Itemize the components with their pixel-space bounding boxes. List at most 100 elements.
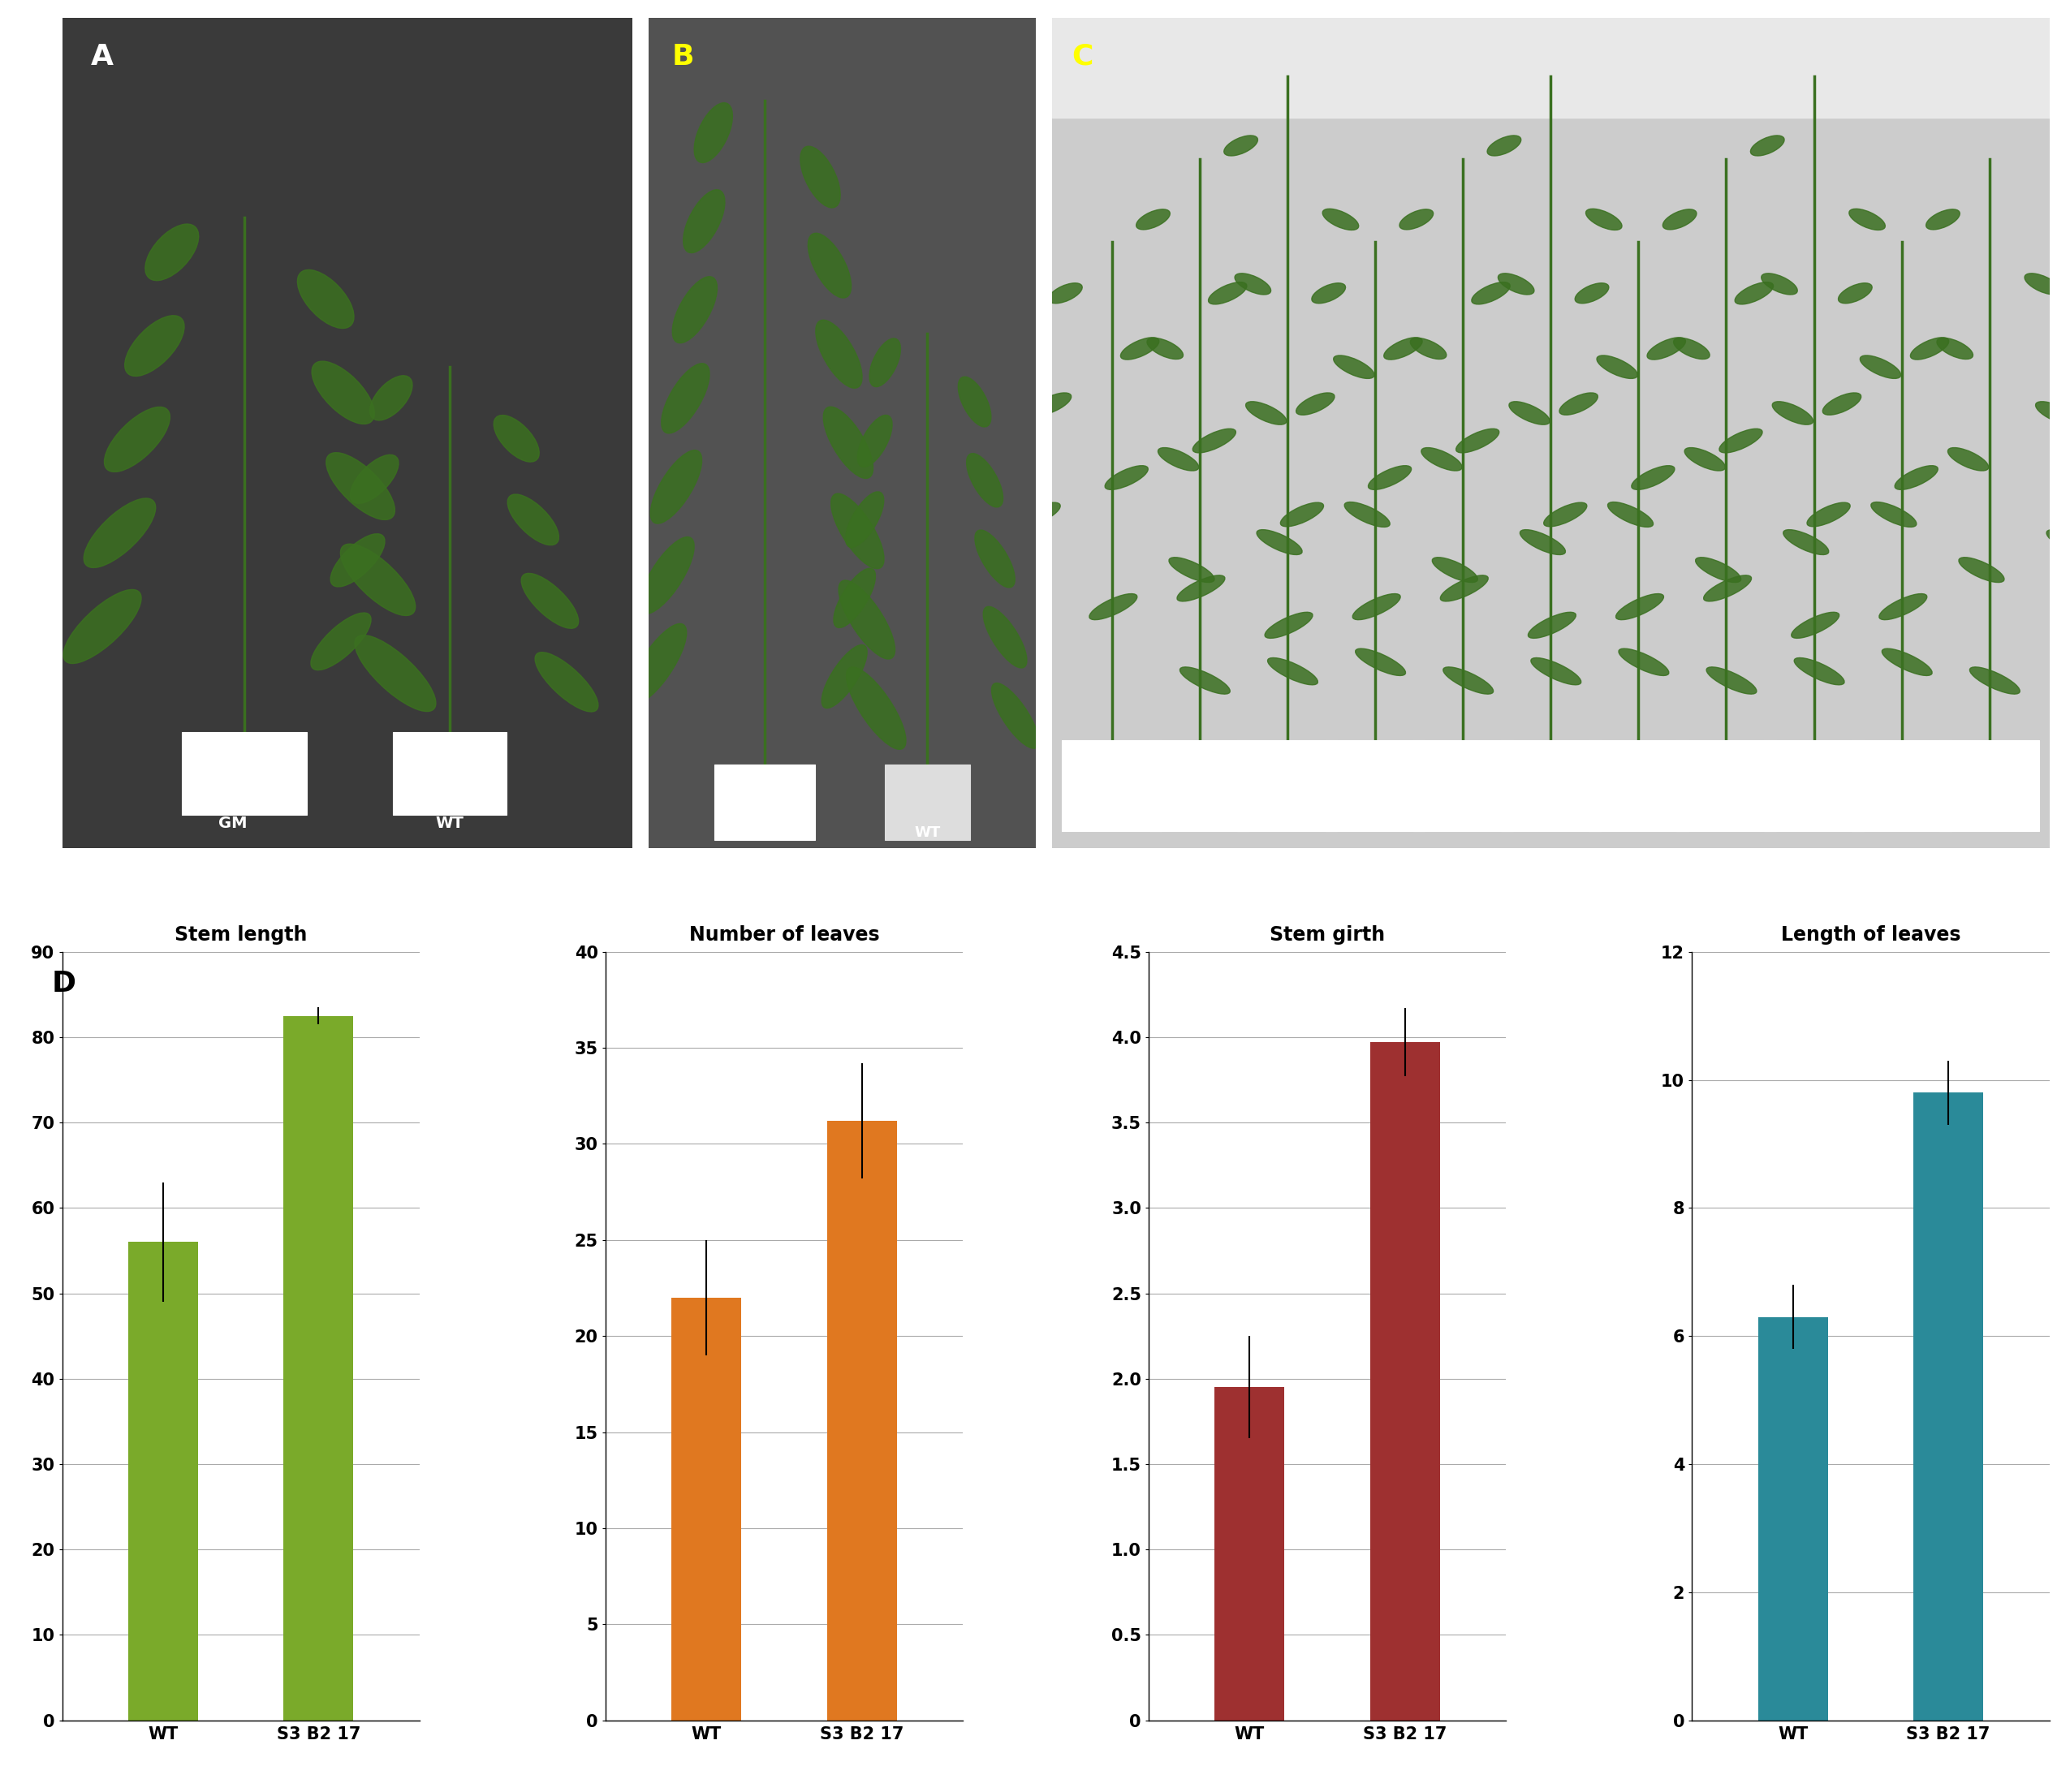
Ellipse shape [1356, 649, 1406, 676]
Bar [1764, 740, 1863, 831]
Ellipse shape [1499, 274, 1534, 294]
Ellipse shape [975, 530, 1014, 588]
Text: WT: WT [435, 815, 464, 831]
Text: A: A [91, 43, 114, 70]
Ellipse shape [693, 102, 733, 163]
Ellipse shape [1296, 392, 1335, 416]
Text: B: B [671, 43, 693, 70]
Ellipse shape [983, 606, 1027, 668]
Ellipse shape [1695, 557, 1741, 582]
Ellipse shape [1178, 575, 1225, 602]
Ellipse shape [1256, 530, 1302, 556]
Ellipse shape [298, 271, 354, 328]
Ellipse shape [1223, 136, 1259, 156]
Bar [1414, 740, 1513, 831]
Ellipse shape [1911, 337, 1948, 360]
Ellipse shape [1762, 274, 1797, 294]
Ellipse shape [1486, 136, 1521, 156]
Ellipse shape [1033, 392, 1072, 416]
Ellipse shape [1234, 274, 1271, 294]
Bar [1238, 740, 1337, 831]
Ellipse shape [1791, 613, 1840, 638]
Ellipse shape [683, 190, 724, 253]
Text: WT: WT [915, 824, 940, 840]
Ellipse shape [64, 590, 141, 663]
Bar [1501, 740, 1600, 831]
Ellipse shape [1849, 210, 1886, 229]
Ellipse shape [1509, 401, 1550, 425]
Ellipse shape [650, 450, 702, 523]
Ellipse shape [1617, 593, 1664, 620]
Ellipse shape [1343, 502, 1389, 527]
Bar [1062, 740, 1161, 831]
Text: GM: GM [743, 824, 770, 840]
Ellipse shape [838, 581, 894, 659]
Ellipse shape [845, 491, 884, 547]
Ellipse shape [1925, 210, 1960, 229]
Ellipse shape [958, 376, 992, 426]
Text: cm: cm [0, 1790, 10, 1792]
Bar [1677, 740, 1776, 831]
Ellipse shape [1631, 466, 1675, 489]
Ellipse shape [1882, 649, 1931, 676]
Bar [826, 1120, 896, 1720]
Ellipse shape [2058, 658, 2070, 685]
Ellipse shape [1267, 658, 1319, 685]
Ellipse shape [1648, 337, 1685, 360]
Bar [393, 731, 507, 815]
Ellipse shape [1120, 337, 1159, 360]
Ellipse shape [2024, 274, 2062, 294]
Ellipse shape [1136, 210, 1170, 229]
Ellipse shape [1575, 283, 1608, 303]
Bar [1052, 18, 2049, 118]
Ellipse shape [354, 634, 437, 711]
Ellipse shape [629, 624, 687, 704]
Text: C: C [1072, 43, 1093, 70]
Ellipse shape [1385, 337, 1422, 360]
Bar [671, 1297, 741, 1720]
Bar [714, 765, 816, 840]
Ellipse shape [1246, 401, 1288, 425]
Ellipse shape [816, 321, 861, 389]
Ellipse shape [1822, 392, 1861, 416]
Ellipse shape [313, 362, 375, 425]
Bar [1370, 1043, 1441, 1720]
Ellipse shape [1170, 557, 1215, 582]
Bar [1940, 740, 2039, 831]
Ellipse shape [507, 495, 559, 545]
Ellipse shape [1368, 466, 1412, 489]
Ellipse shape [1782, 530, 1828, 556]
Ellipse shape [1861, 355, 1900, 378]
Ellipse shape [992, 683, 1039, 749]
Ellipse shape [1532, 658, 1581, 685]
Ellipse shape [1706, 667, 1757, 694]
Ellipse shape [1948, 448, 1989, 471]
Bar [182, 731, 306, 815]
Ellipse shape [834, 568, 876, 627]
Title: Length of leaves: Length of leaves [1780, 925, 1960, 944]
Ellipse shape [824, 407, 874, 478]
Ellipse shape [1333, 355, 1374, 378]
Ellipse shape [1795, 658, 1844, 685]
Ellipse shape [673, 276, 716, 342]
Ellipse shape [1147, 339, 1184, 358]
Ellipse shape [339, 545, 416, 616]
Ellipse shape [534, 652, 598, 711]
Ellipse shape [967, 453, 1004, 507]
Text: D: D [52, 969, 77, 998]
Title: Number of leaves: Number of leaves [689, 925, 880, 944]
Ellipse shape [1002, 613, 1049, 638]
Ellipse shape [1016, 502, 1060, 527]
Ellipse shape [1528, 613, 1575, 638]
Ellipse shape [2035, 401, 2070, 425]
Ellipse shape [371, 376, 412, 421]
Bar [284, 1016, 354, 1720]
Ellipse shape [2047, 530, 2070, 556]
Ellipse shape [1047, 283, 1083, 303]
Ellipse shape [640, 538, 693, 615]
Ellipse shape [807, 233, 851, 297]
Ellipse shape [1619, 649, 1668, 676]
Ellipse shape [1735, 281, 1774, 305]
Text: GM: GM [219, 815, 248, 831]
Ellipse shape [1443, 667, 1492, 694]
